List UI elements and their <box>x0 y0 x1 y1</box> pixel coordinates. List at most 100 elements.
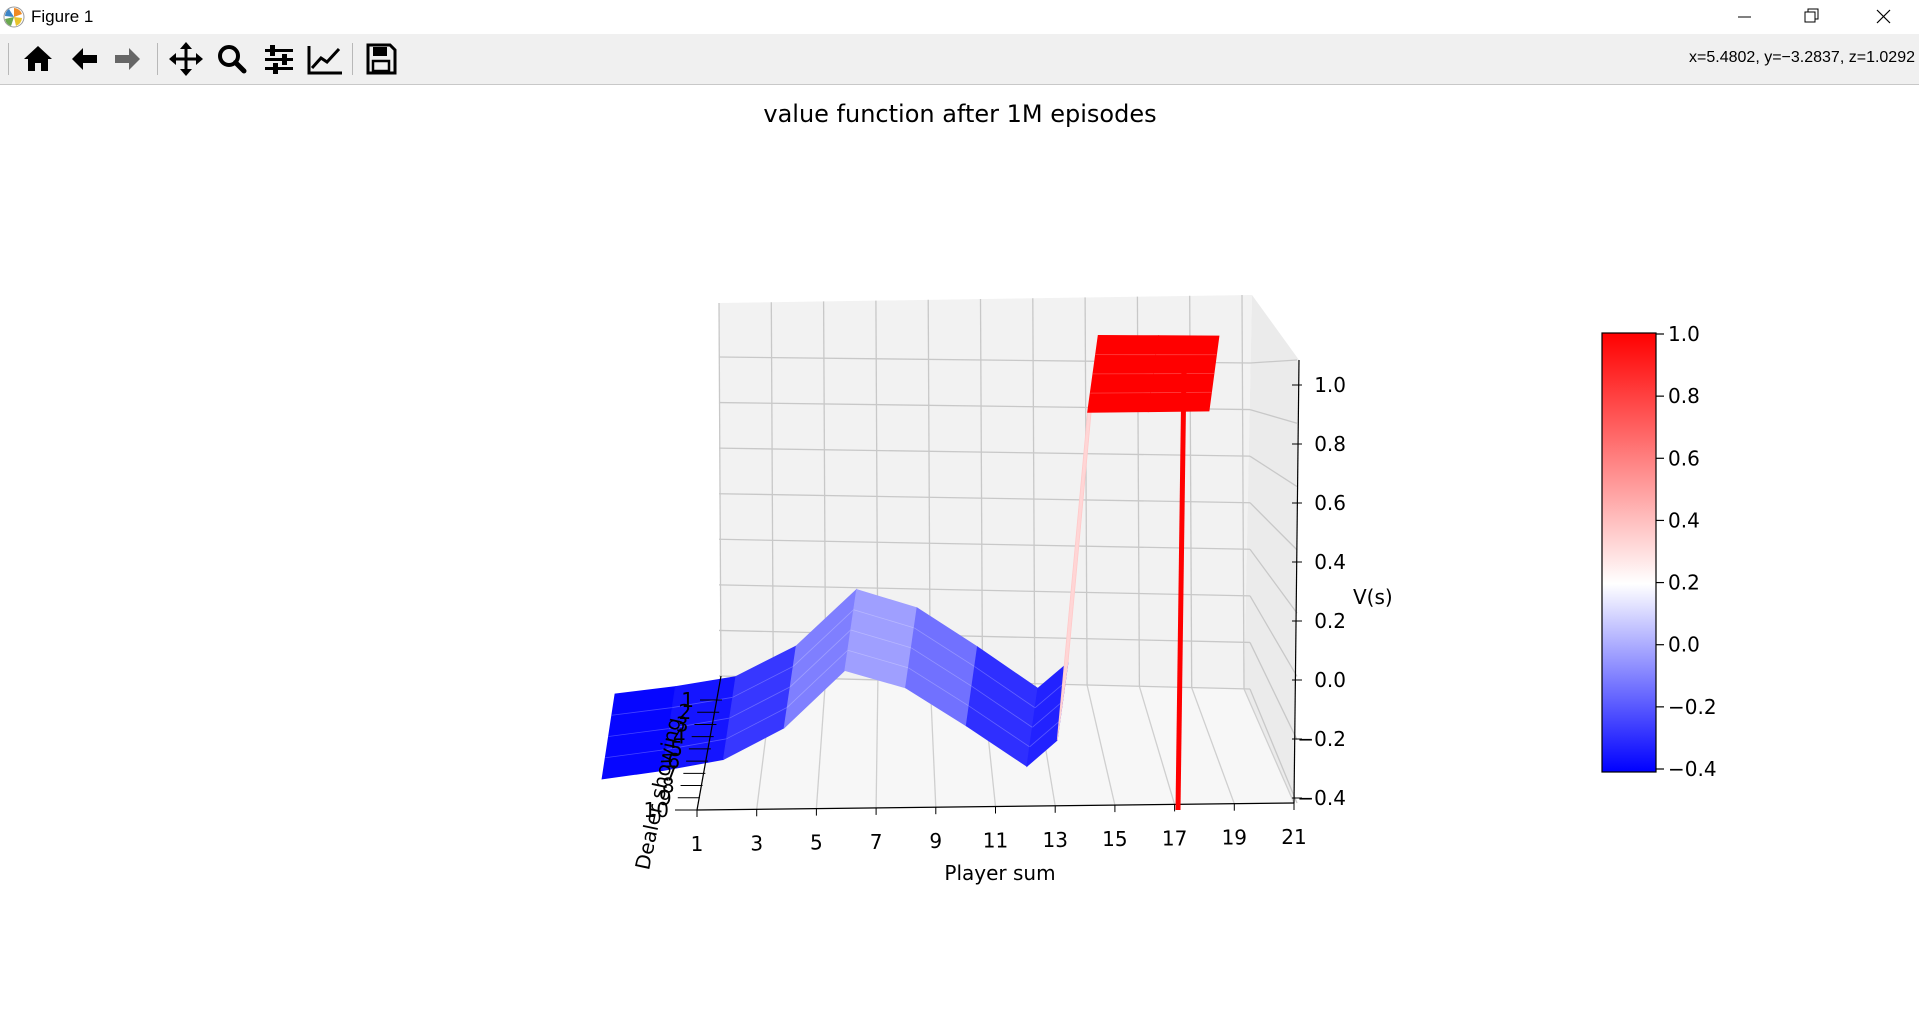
surface-mesh-line <box>974 666 1036 709</box>
x-tick-label: 15 <box>1102 827 1127 851</box>
z-tick-label: −0.4 <box>1297 786 1346 810</box>
z-tick-label: 0.4 <box>1314 550 1346 574</box>
grid-line <box>1191 687 1235 804</box>
move-icon <box>169 42 203 76</box>
line-chart-icon <box>307 46 342 75</box>
x-tick-label: 1 <box>691 832 704 856</box>
z-tick-label: 0.2 <box>1314 609 1346 633</box>
x-tick-label: 9 <box>929 829 942 853</box>
surface-mesh-line <box>911 647 973 687</box>
figure-canvas[interactable]: value function after 1M episodes 1 3 5 7 9 11… <box>0 85 1919 1015</box>
grid-line <box>1249 642 1298 740</box>
grid-line <box>718 584 1251 597</box>
colorbar-tick-label: 0.0 <box>1668 633 1700 657</box>
grid-line <box>1249 688 1298 804</box>
surface-mesh-line <box>672 696 733 708</box>
surface-mesh-line <box>1029 720 1061 748</box>
surface-mesh-line <box>726 707 788 740</box>
grid-line <box>718 302 722 677</box>
colorbar-tick-label: −0.4 <box>1668 757 1717 781</box>
save-button[interactable] <box>361 40 401 78</box>
toolbar-separator <box>352 43 353 75</box>
grid-line <box>1243 688 1295 804</box>
chart-title: value function after 1M episodes <box>763 100 1156 128</box>
edit-axis-button[interactable] <box>305 40 345 78</box>
x-tick-label: 19 <box>1222 826 1247 850</box>
restore-icon <box>1804 8 1819 23</box>
y-tick-label: 7 <box>665 761 678 785</box>
value-stem-marker <box>1175 362 1190 811</box>
pan-button[interactable] <box>166 40 206 78</box>
surface-mesh-line <box>1062 373 1094 702</box>
matplotlib-logo-icon <box>3 6 25 28</box>
x-tick-label: 11 <box>983 829 1008 853</box>
surface-mesh-line <box>850 629 912 649</box>
forward-button[interactable] <box>108 40 148 78</box>
window-title: Figure 1 <box>31 7 94 26</box>
z-tick-label: 0.8 <box>1314 432 1346 456</box>
surface-mesh-line <box>908 667 970 707</box>
value-surface <box>601 334 1220 780</box>
surface-mesh-line <box>789 629 851 688</box>
surface-mesh-line <box>1059 393 1091 721</box>
surface-mesh-line <box>792 609 854 667</box>
y-tick-label: 3 <box>676 712 689 736</box>
grid-line <box>1249 595 1298 677</box>
arrow-right-icon <box>115 48 140 70</box>
z-tick-label: −0.2 <box>1297 727 1346 751</box>
surface-mesh-line <box>913 627 975 667</box>
grid-line <box>1241 294 1245 690</box>
toolbar-separator <box>157 43 158 75</box>
minimize-button[interactable] <box>1708 0 1778 34</box>
grid-line <box>875 679 879 808</box>
z-axis-line <box>1293 359 1300 804</box>
z-axis-label: V(s) <box>1353 585 1393 609</box>
x-tick-label: 13 <box>1042 828 1067 852</box>
surface-mesh-line <box>968 705 1030 748</box>
home-icon <box>24 46 52 71</box>
x-axis-ticks: 1 3 5 7 9 11 13 15 17 19 21 <box>691 803 1307 856</box>
surface-mesh-line <box>608 728 670 737</box>
surface-mesh-line <box>786 649 849 708</box>
grid-line <box>718 493 1251 504</box>
y-tick-label: 6 <box>667 749 680 773</box>
surface-mesh-line <box>729 686 791 719</box>
restore-button[interactable] <box>1776 0 1846 34</box>
toolbar-separator <box>8 43 9 75</box>
grid-line <box>1249 548 1298 614</box>
z-tick-label: 0.6 <box>1314 491 1346 515</box>
zoom-button[interactable] <box>212 40 252 78</box>
configure-subplots-button[interactable] <box>259 40 299 78</box>
y-tick-label: 2 <box>678 700 691 724</box>
colorbar-tick-label: 1.0 <box>1668 322 1700 346</box>
y-tick-label: 5 <box>670 737 683 761</box>
surface-mesh-line <box>611 707 673 716</box>
grid-lines <box>696 294 1298 811</box>
close-button[interactable] <box>1848 0 1918 34</box>
y-tick-label: 10 <box>644 798 669 822</box>
grid-line <box>718 629 1251 644</box>
grid-line <box>770 302 774 678</box>
surface-mesh-line <box>605 749 666 759</box>
y-tick-label: 4 <box>673 725 686 749</box>
grid-line <box>1249 502 1298 551</box>
grid-line <box>718 447 1251 457</box>
surface-mesh-line <box>853 609 915 629</box>
back-button[interactable] <box>64 40 104 78</box>
coordinate-readout: x=5.4802, y=−3.2837, z=1.0292 <box>1689 49 1915 66</box>
surface-mesh-line <box>847 649 909 669</box>
colorbar-tick-label: 0.6 <box>1668 446 1700 470</box>
navigation-toolbar: x=5.4802, y=−3.2837, z=1.0292 <box>0 34 1919 85</box>
magnifier-icon <box>218 45 247 74</box>
x-tick-label: 3 <box>750 831 763 855</box>
z-tick-label: 1.0 <box>1314 373 1346 397</box>
colorbar <box>1601 332 1657 773</box>
surface-mesh-line <box>971 685 1033 728</box>
colorbar-tick-label: −0.2 <box>1668 695 1717 719</box>
right-pane <box>1244 295 1299 803</box>
x-tick-label: 5 <box>810 831 823 855</box>
x-tick-label: 7 <box>870 830 883 854</box>
home-button[interactable] <box>18 40 58 78</box>
close-icon <box>1876 9 1891 24</box>
